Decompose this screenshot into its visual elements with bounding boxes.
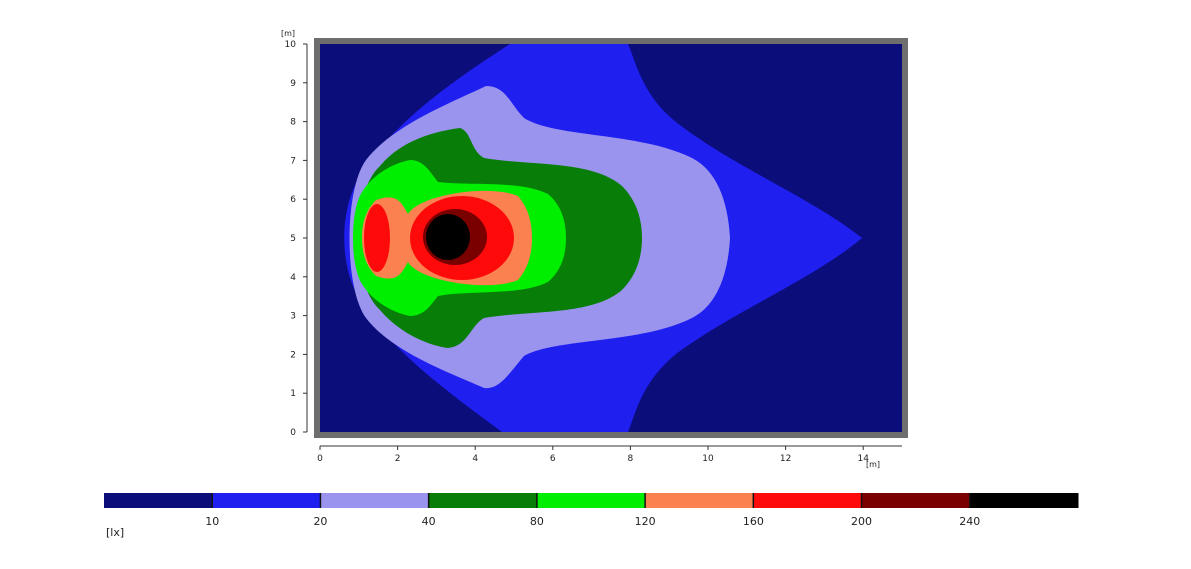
- y-axis-unit: [m]: [281, 29, 295, 38]
- x-axis-unit: [m]: [866, 460, 880, 469]
- legend-swatch: [104, 493, 213, 508]
- color-legend: 10 20 40 80 120 160 200 240 [lx]: [104, 493, 1079, 539]
- legend-swatch: [212, 493, 321, 508]
- legend-threshold-label: 10: [205, 515, 219, 528]
- legend-swatch: [753, 493, 863, 508]
- contour-region-160lx-left: [364, 204, 390, 272]
- legend-threshold-label: 40: [422, 515, 436, 528]
- x-tick-label: 2: [395, 454, 401, 464]
- legend-swatch: [320, 493, 430, 508]
- y-tick-label: 3: [290, 312, 296, 322]
- legend-unit: [lx]: [106, 526, 124, 539]
- y-tick-label: 10: [285, 40, 297, 50]
- legend-threshold-label: 20: [313, 515, 327, 528]
- x-tick-label: 4: [472, 454, 478, 464]
- contour-region-240lx: [426, 214, 470, 260]
- legend-swatch: [536, 493, 646, 508]
- legend-swatch: [428, 493, 538, 508]
- x-tick-label: 10: [702, 454, 714, 464]
- contour-regions: [344, 44, 862, 432]
- legend-threshold-label: 160: [743, 515, 764, 528]
- legend-swatch: [861, 493, 971, 508]
- x-tick-label: 14: [857, 454, 869, 464]
- legend-swatches: [104, 493, 1079, 508]
- y-tick-label: 6: [290, 195, 296, 205]
- legend-threshold-labels: 10 20 40 80 120 160 200 240: [205, 493, 980, 528]
- x-tick-label: 12: [780, 454, 791, 464]
- y-axis-ticks: 0 1 2 3 4 5 6 7 8 9 10: [285, 40, 307, 438]
- y-tick-label: 0: [290, 428, 296, 438]
- legend-threshold-label: 240: [959, 515, 980, 528]
- x-tick-label: 6: [550, 454, 556, 464]
- y-tick-label: 4: [290, 273, 296, 283]
- x-axis-ticks: 0 2 4 6 8 10 12 14: [317, 446, 869, 464]
- legend-swatch: [645, 493, 754, 508]
- y-tick-label: 2: [290, 350, 296, 360]
- legend-threshold-label: 120: [635, 515, 656, 528]
- y-tick-label: 8: [290, 118, 296, 128]
- legend-swatch: [969, 493, 1079, 508]
- y-tick-label: 7: [290, 156, 296, 166]
- legend-threshold-label: 200: [851, 515, 872, 528]
- x-tick-label: 8: [628, 454, 634, 464]
- y-tick-label: 1: [290, 389, 296, 399]
- y-tick-label: 5: [290, 234, 296, 244]
- x-tick-label: 0: [317, 454, 323, 464]
- y-tick-label: 9: [290, 79, 296, 89]
- legend-threshold-label: 80: [530, 515, 544, 528]
